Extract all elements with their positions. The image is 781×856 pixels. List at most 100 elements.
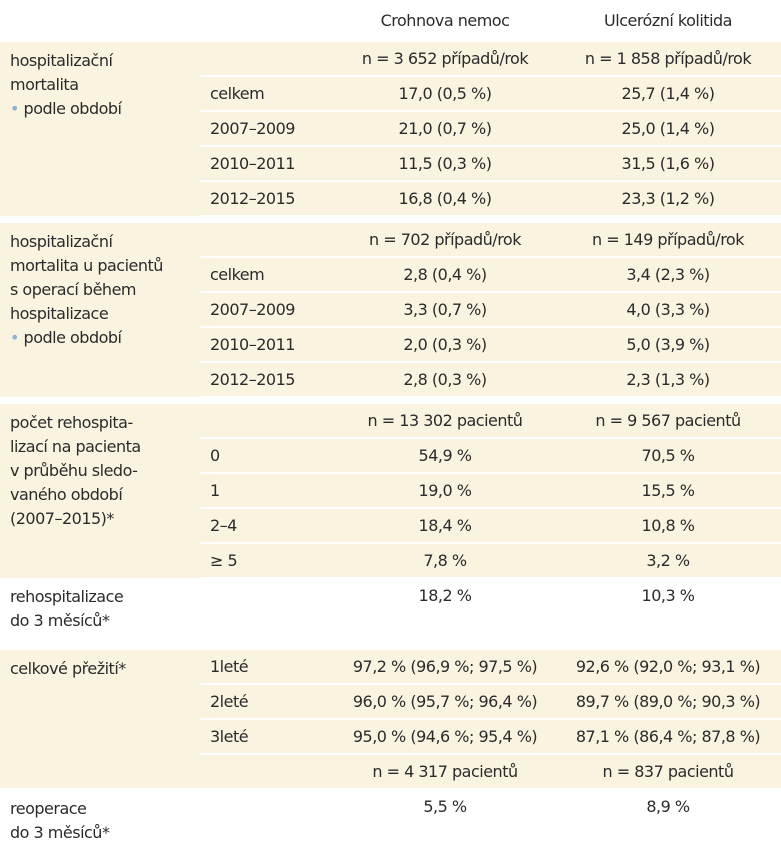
sub-label: celkem xyxy=(200,257,335,293)
count-crohn: n = 4 317 pacientů xyxy=(335,754,555,790)
table-row: 3leté 95,0 % (94,6 %; 95,4 %) 87,1 % (86… xyxy=(0,719,781,755)
value-uc: 2,3 (1,3 %) xyxy=(555,362,781,398)
sub-label: 1 xyxy=(200,473,335,509)
table-row: celkem 17,0 (0,5 %) 25,7 (1,4 %) xyxy=(0,76,781,112)
value-uc: 31,5 (1,6 %) xyxy=(555,146,781,182)
value-crohn: 21,0 (0,7 %) xyxy=(335,111,555,147)
table-row: hospitalizační mortalita • podle období … xyxy=(0,41,781,216)
row-label-reoperation: reoperace do 3 měsíců* xyxy=(0,789,200,855)
sub-label: 2–4 xyxy=(200,508,335,544)
value-crohn: 17,0 (0,5 %) xyxy=(335,76,555,112)
count-uc: n = 837 pacientů xyxy=(555,754,781,790)
table-row: celkem 2,8 (0,4 %) 3,4 (2,3 %) xyxy=(0,257,781,293)
table-row: 2010–2011 11,5 (0,3 %) 31,5 (1,6 %) xyxy=(0,146,781,182)
header-row: Crohnova nemoc Ulcerózní kolitida xyxy=(0,0,781,42)
value-uc: 89,7 % (89,0 %; 90,3 %) xyxy=(555,684,781,720)
value-uc: 70,5 % xyxy=(555,438,781,474)
column-header-uc: Ulcerózní kolitida xyxy=(555,0,781,42)
sub-label: 2010–2011 xyxy=(200,327,335,363)
sub-label: 2012–2015 xyxy=(200,362,335,398)
sub-label-empty xyxy=(200,578,335,644)
label-text: hospitalizační mortalita u pacientů s op… xyxy=(10,232,163,323)
bullet-icon: • xyxy=(10,99,19,118)
table-row: ≥ 5 7,8 % 3,2 % xyxy=(0,543,781,579)
value-crohn: 2,8 (0,4 %) xyxy=(335,257,555,293)
value-uc: 8,9 % xyxy=(555,789,781,856)
value-uc: 5,0 (3,9 %) xyxy=(555,327,781,363)
sub-label-empty xyxy=(200,754,335,790)
table-row: reoperace do 3 měsíců* 5,5 % 8,9 % xyxy=(0,789,781,856)
sub-label-empty xyxy=(200,404,335,439)
value-crohn: 2,8 (0,3 %) xyxy=(335,362,555,398)
table-row: 2012–2015 16,8 (0,4 %) 23,3 (1,2 %) xyxy=(0,181,781,217)
table-row: 0 54,9 % 70,5 % xyxy=(0,438,781,474)
sub-label: 1leté xyxy=(200,650,335,685)
header-blank-2 xyxy=(200,0,335,42)
value-crohn: 95,0 % (94,6 %; 95,4 %) xyxy=(335,719,555,755)
sub-label: 2010–2011 xyxy=(200,146,335,182)
value-crohn: 97,2 % (96,9 %; 97,5 %) xyxy=(335,650,555,685)
group-separator xyxy=(0,216,781,223)
bullet-icon: • xyxy=(10,328,19,347)
sub-label: 0 xyxy=(200,438,335,474)
count-crohn: n = 13 302 pacientů xyxy=(335,404,555,439)
sub-label-empty xyxy=(200,41,335,77)
sub-label: 2012–2015 xyxy=(200,181,335,217)
label-text: hospitalizační mortalita xyxy=(10,51,113,94)
value-uc: 23,3 (1,2 %) xyxy=(555,181,781,217)
count-uc: n = 9 567 pacientů xyxy=(555,404,781,439)
label-subtext: podle období xyxy=(23,99,122,118)
table-row: 1 19,0 % 15,5 % xyxy=(0,473,781,509)
sub-label-empty xyxy=(200,789,335,856)
sub-label: ≥ 5 xyxy=(200,543,335,579)
table-row: 2007–2009 3,3 (0,7 %) 4,0 (3,3 %) xyxy=(0,292,781,328)
sub-label-empty xyxy=(200,223,335,258)
header-blank-1 xyxy=(0,0,200,42)
count-crohn: n = 702 případů/rok xyxy=(335,223,555,258)
value-crohn: 19,0 % xyxy=(335,473,555,509)
column-header-crohn: Crohnova nemoc xyxy=(335,0,555,42)
table-row: 2012–2015 2,8 (0,3 %) 2,3 (1,3 %) xyxy=(0,362,781,398)
value-uc: 3,2 % xyxy=(555,543,781,579)
row-label-hospital-mortality: hospitalizační mortalita • podle období xyxy=(0,41,200,216)
value-uc: 25,7 (1,4 %) xyxy=(555,76,781,112)
count-uc: n = 1 858 případů/rok xyxy=(555,41,781,77)
label-empty xyxy=(0,754,200,790)
table-row: 2007–2009 21,0 (0,7 %) 25,0 (1,4 %) xyxy=(0,111,781,147)
value-crohn: 18,2 % xyxy=(335,578,555,644)
value-uc: 10,3 % xyxy=(555,578,781,644)
value-crohn: 3,3 (0,7 %) xyxy=(335,292,555,328)
value-crohn: 54,9 % xyxy=(335,438,555,474)
table-row: 2–4 18,4 % 10,8 % xyxy=(0,508,781,544)
value-crohn: 96,0 % (95,7 %; 96,4 %) xyxy=(335,684,555,720)
value-crohn: 11,5 (0,3 %) xyxy=(335,146,555,182)
value-uc: 3,4 (2,3 %) xyxy=(555,257,781,293)
group-separator xyxy=(0,643,781,650)
count-uc: n = 149 případů/rok xyxy=(555,223,781,258)
value-uc: 87,1 % (86,4 %; 87,8 %) xyxy=(555,719,781,755)
table-row: počet rehospita- lizací na pacienta v pr… xyxy=(0,404,781,578)
value-uc: 10,8 % xyxy=(555,508,781,544)
group-separator xyxy=(0,397,781,404)
sub-label: 2007–2009 xyxy=(200,292,335,328)
count-crohn: n = 3 652 případů/rok xyxy=(335,41,555,77)
sub-label: 2007–2009 xyxy=(200,111,335,147)
label-subtext: podle období xyxy=(23,328,122,347)
row-label-rehospitalization-3m: rehospitalizace do 3 měsíců* xyxy=(0,578,200,643)
table-row: hospitalizační mortalita u pacientů s op… xyxy=(0,223,781,397)
row-label-rehospitalization-count: počet rehospita- lizací na pacienta v pr… xyxy=(0,404,200,578)
value-uc: 92,6 % (92,0 %; 93,1 %) xyxy=(555,650,781,685)
sub-label: celkem xyxy=(200,76,335,112)
sub-label: 3leté xyxy=(200,719,335,755)
table-row: celkové přežití* 1leté 97,2 % (96,9 %; 9… xyxy=(0,650,781,754)
value-crohn: 7,8 % xyxy=(335,543,555,579)
value-uc: 25,0 (1,4 %) xyxy=(555,111,781,147)
table-row: rehospitalizace do 3 měsíců* 18,2 % 10,3… xyxy=(0,578,781,644)
value-crohn: 16,8 (0,4 %) xyxy=(335,181,555,217)
value-crohn: 5,5 % xyxy=(335,789,555,856)
table-row: 2010–2011 2,0 (0,3 %) 5,0 (3,9 %) xyxy=(0,327,781,363)
value-crohn: 2,0 (0,3 %) xyxy=(335,327,555,363)
table-row: n = 4 317 pacientů n = 837 pacientů xyxy=(0,754,781,790)
value-crohn: 18,4 % xyxy=(335,508,555,544)
